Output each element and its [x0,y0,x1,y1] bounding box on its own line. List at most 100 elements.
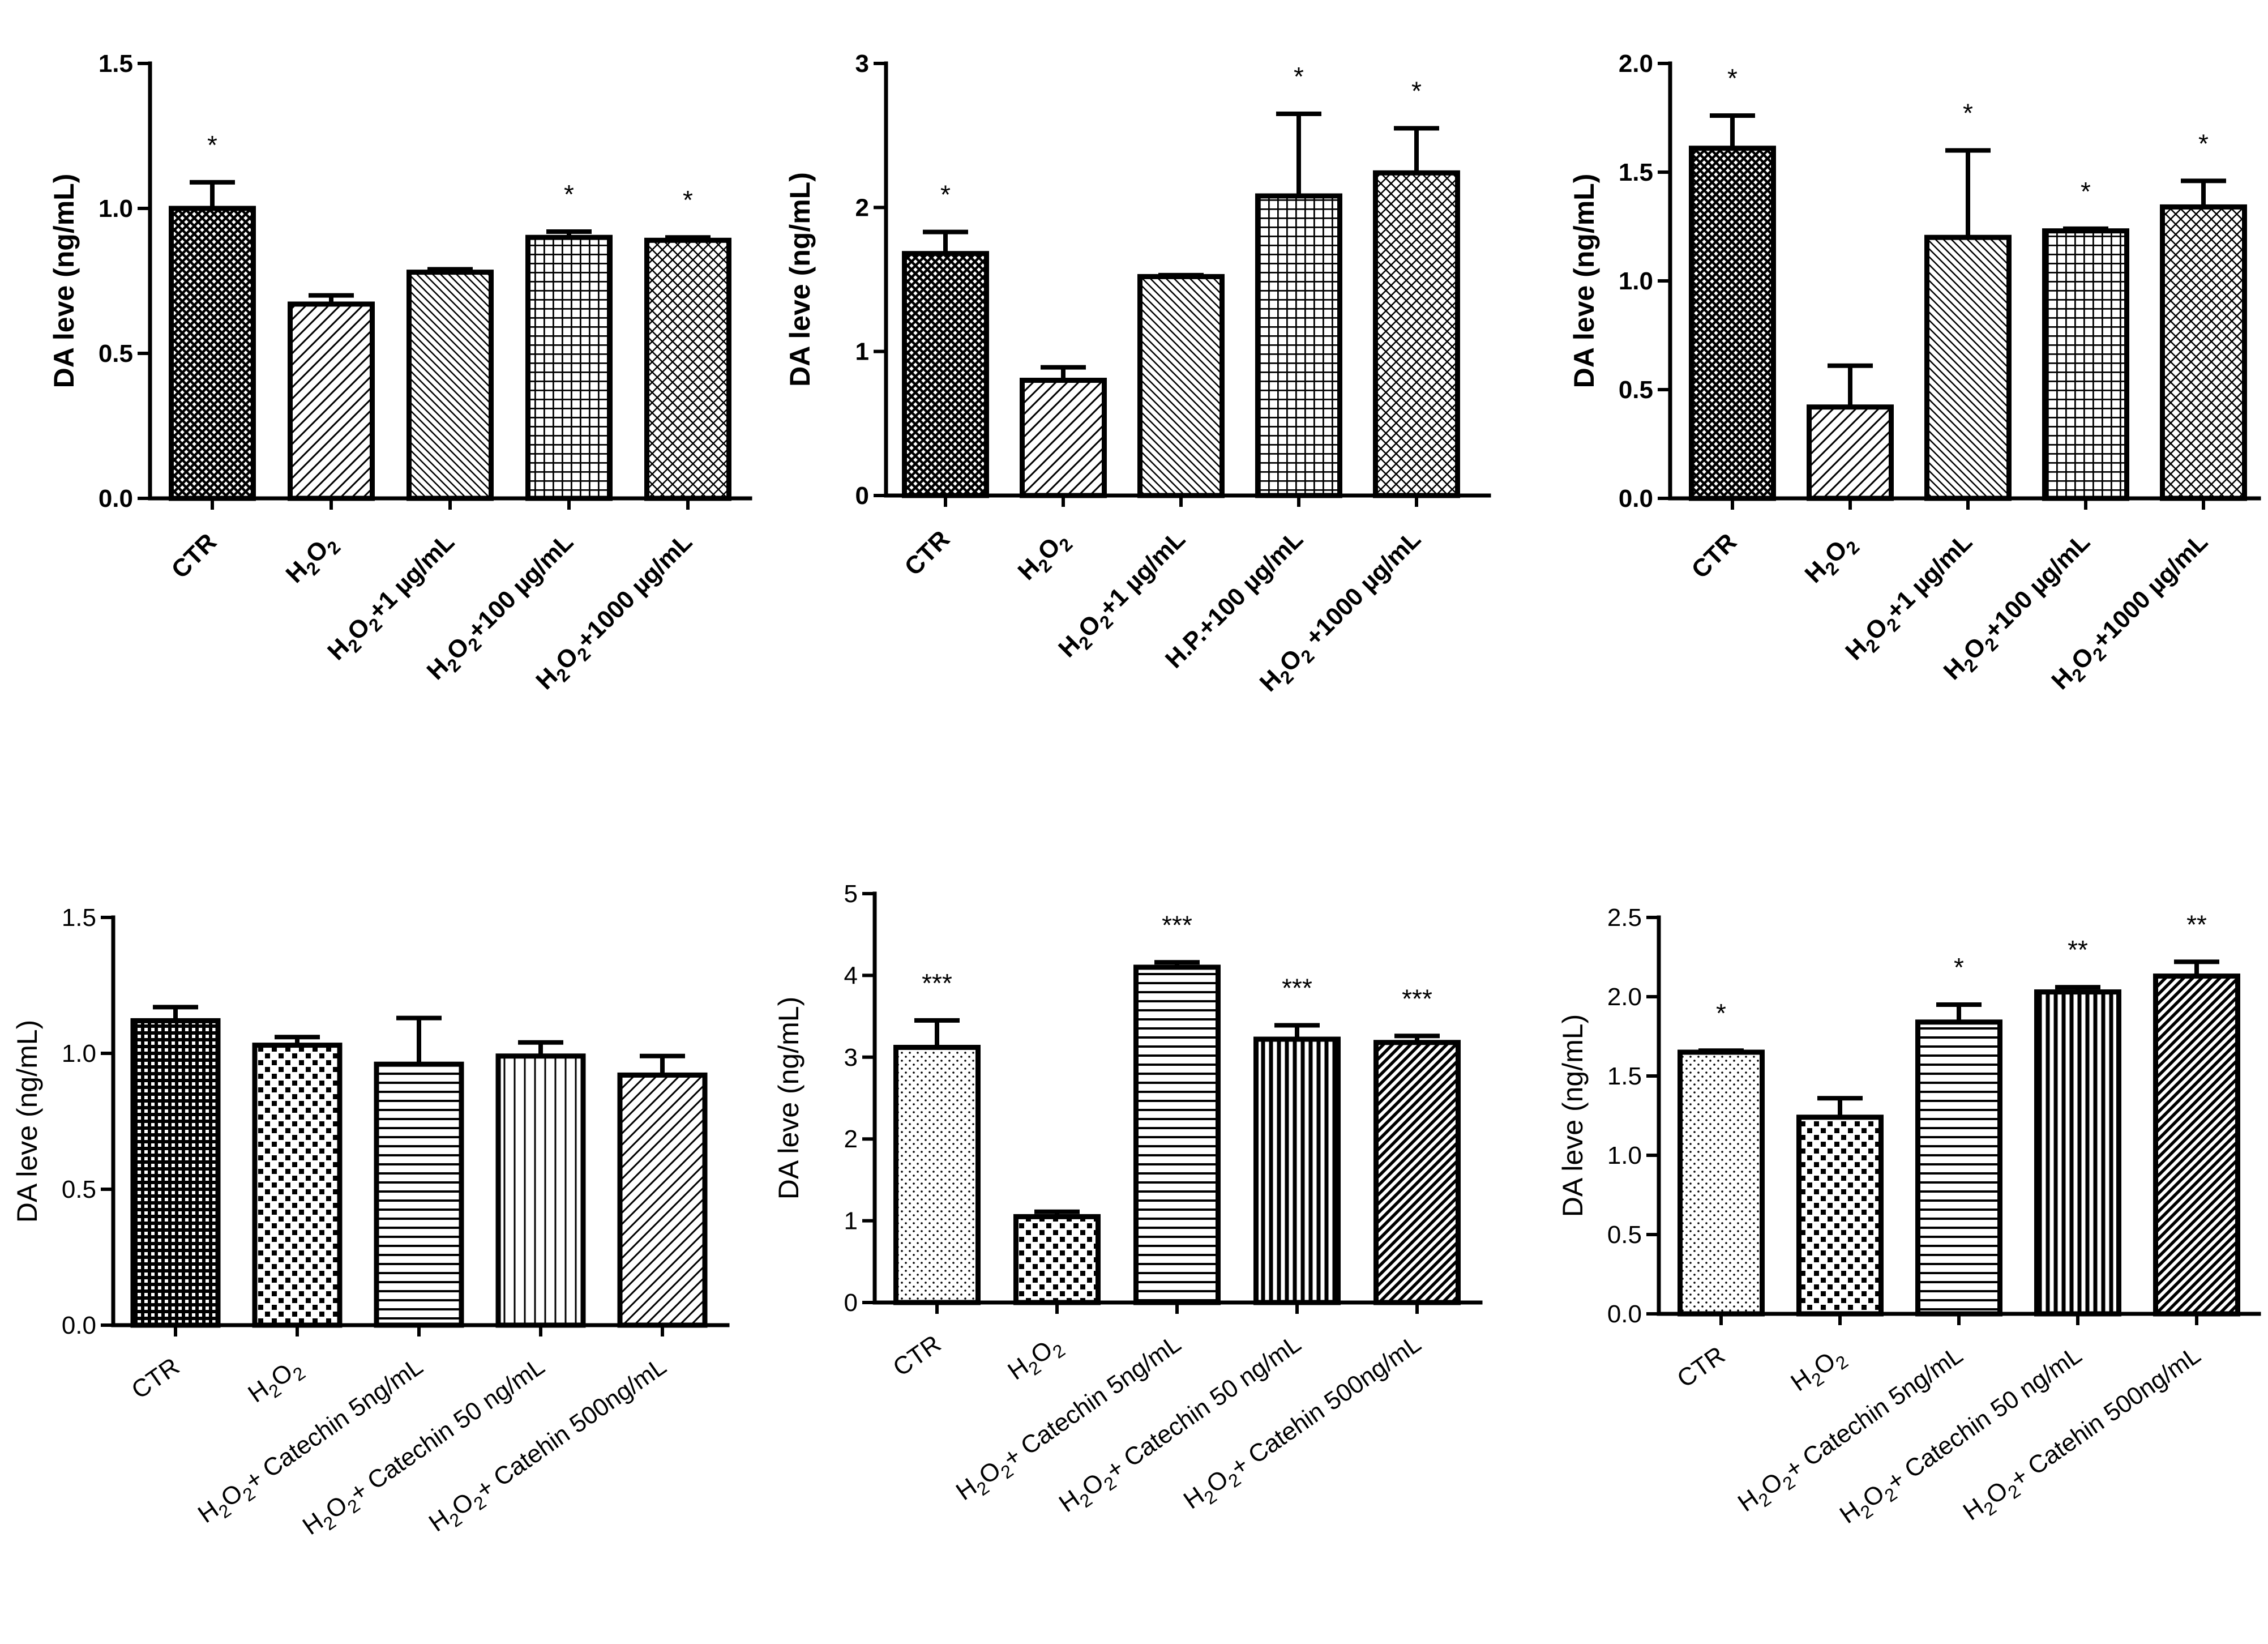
y-tick-label: 0.5 [1619,376,1653,404]
x-tick-label: H2O2+ Catechin 5ng/mL [1733,1341,1971,1521]
significance-marker: * [683,185,693,215]
significance-marker: * [1294,62,1304,91]
y-tick-label: 1.5 [99,50,133,78]
y-tick-label: 0.0 [1619,485,1653,513]
bar-1 [902,251,989,498]
y-tick-label: 3 [855,50,869,78]
significance-marker: *** [1162,910,1192,940]
y-tick-label: 1.5 [1607,1062,1642,1090]
significance-marker: *** [922,968,952,998]
bar-1 [130,1018,221,1328]
y-tick-label: 0.5 [1607,1221,1642,1249]
bar-5 [1373,170,1460,498]
y-axis-label: DA leve (ng/mL) [773,997,805,1199]
significance-marker: ** [2068,935,2088,964]
bar-3 [406,270,494,501]
bar-4 [2034,989,2121,1317]
y-tick-label: 3 [844,1044,858,1071]
significance-marker: ** [2186,909,2207,939]
y-tick-label: 0.0 [1607,1300,1642,1328]
bar-4 [1253,1036,1341,1305]
significance-marker: *** [1402,984,1432,1013]
significance-marker: *** [1282,973,1312,1002]
bar-4 [495,1053,586,1328]
y-tick-label: 0.0 [99,485,133,513]
chart-panel-5: 0 1 2 3 4 5 DA leve (ng/mL) *** CTR H2O2 *** H2O2+ … [773,880,1483,1519]
y-tick-label: 4 [844,962,858,989]
bar-4 [2042,228,2129,501]
bar-2 [1807,404,1894,501]
y-axis-label: DA leve (ng/mL) [784,172,816,387]
y-tick-label: 2.5 [1607,904,1642,932]
significance-marker: * [2081,177,2091,206]
x-tick-label: H2O2 [1786,1341,1852,1401]
x-tick-label: H2O2 [1013,525,1077,589]
y-axis-label: DA leve (ng/mL) [1557,1014,1589,1217]
chart-panel-3: 0.00.51.01.52.0DA leve (ng/mL)*CTR H2O2*H… [1568,50,2261,695]
bar-1 [169,206,256,501]
bar-5 [2160,204,2247,501]
significance-marker: * [1727,63,1738,93]
x-tick-label: H2O2 [281,528,345,592]
bar-2 [1013,1214,1101,1305]
y-tick-label: 0.5 [99,340,133,368]
bar-5 [644,237,731,501]
significance-marker: * [207,130,217,160]
significance-marker: * [1411,76,1422,105]
bar-4 [525,234,613,501]
y-tick-label: 1.0 [1607,1142,1642,1169]
y-tick-label: 1.0 [99,195,133,223]
bar-2 [288,301,375,501]
x-tick-label: CTR [127,1352,185,1404]
y-axis-label: DA leve (ng/mL) [11,1020,43,1223]
y-tick-label: 0.5 [62,1176,96,1203]
y-tick-label: 2 [855,194,869,221]
bar-3 [1133,964,1221,1305]
y-tick-label: 0 [844,1289,858,1317]
y-tick-label: 2.0 [1619,50,1653,78]
chart-panel-4: 0.00.51.01.5DA leve (ng/mL)CTR H2O2H2O2+ … [11,904,730,1541]
x-tick-label: CTR [166,528,222,584]
y-tick-label: 0.0 [62,1312,96,1339]
x-tick-label: CTR [1672,1341,1730,1393]
y-tick-label: 1.0 [1619,267,1653,295]
bar-3 [1137,274,1225,498]
bar-5 [2153,973,2240,1317]
bar-3 [1924,234,2012,501]
bar-1 [1689,146,1776,501]
x-tick-label: H2O2+ Catehin 500ng/mL [424,1352,674,1541]
y-axis-label: DA leve (ng/mL) [1568,174,1600,388]
chart-panel-6: 0.00.51.01.52.02.5DA leve (ng/mL)*CTR H2O… [1557,904,2261,1530]
x-tick-label: H2O2+1 µg/mL [322,528,463,669]
bar-2 [252,1043,343,1328]
x-tick-label: CTR [888,1330,946,1382]
x-tick-label: H2O2+ Catechin 5ng/mL [193,1352,431,1532]
y-tick-label: 1 [855,338,869,366]
y-tick-label: 1.5 [1619,159,1653,186]
significance-marker: * [1954,953,1964,982]
y-tick-label: 5 [844,880,858,908]
y-tick-label: 2.0 [1607,983,1642,1011]
x-tick-label: H2O2+ Catehin 500ng/mL [1958,1341,2209,1530]
y-tick-label: 1.0 [62,1040,96,1067]
y-tick-label: 1.5 [62,904,96,932]
y-tick-label: 0 [855,482,869,510]
bar-5 [1373,1040,1461,1305]
significance-marker: * [564,180,574,209]
y-axis-label: DA leve (ng/mL) [48,174,80,388]
x-tick-label: H2O2+ Catechin 5ng/mL [951,1330,1189,1510]
significance-marker: * [1716,998,1726,1028]
significance-marker: * [940,180,951,210]
significance-marker: * [1963,99,1973,128]
x-tick-label: CTR [1686,528,1742,584]
x-tick-label: H2O2 [1800,528,1864,592]
x-tick-label: CTR [899,525,955,581]
bar-2 [1796,1114,1884,1317]
bar-4 [1255,193,1342,498]
y-tick-label: 1 [844,1207,858,1235]
x-tick-label: H2O2 [243,1352,309,1412]
bar-1 [893,1044,981,1305]
x-tick-label: H2O2+ Catehin 500ng/mL [1179,1330,1429,1519]
